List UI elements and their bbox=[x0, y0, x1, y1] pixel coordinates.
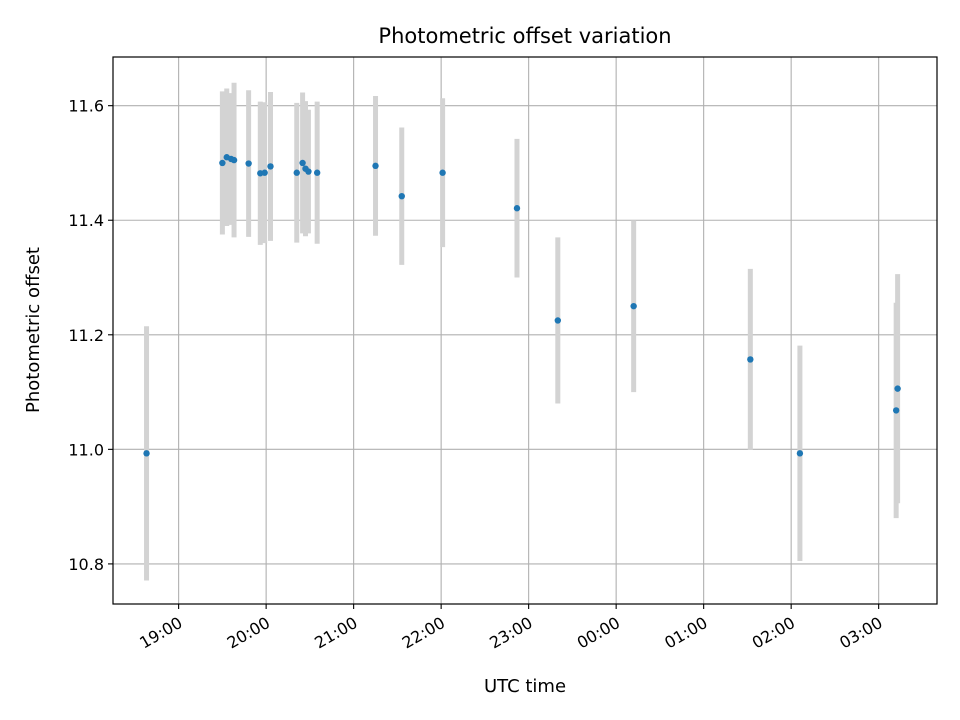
data-point bbox=[372, 162, 379, 170]
data-point bbox=[894, 385, 901, 392]
data-point bbox=[398, 192, 405, 200]
data-point bbox=[630, 302, 637, 310]
data-point bbox=[747, 356, 754, 363]
y-tick-label: 11.2 bbox=[68, 326, 104, 345]
data-points bbox=[143, 154, 901, 457]
data-point bbox=[293, 169, 300, 176]
y-tick-label: 11.6 bbox=[68, 97, 104, 116]
y-axis-ticks: 10.8 11.0 11.2 11.4 11.6 bbox=[68, 97, 113, 574]
data-point bbox=[299, 159, 306, 167]
data-point bbox=[261, 169, 268, 176]
data-point bbox=[267, 163, 274, 170]
data-point bbox=[554, 317, 562, 324]
data-point bbox=[513, 205, 521, 212]
data-point bbox=[219, 159, 226, 167]
data-point bbox=[892, 407, 900, 414]
x-axis-label: UTC time bbox=[484, 676, 566, 697]
y-axis-label: Photometric offset bbox=[23, 247, 44, 413]
plot-frame bbox=[112, 56, 938, 605]
data-point bbox=[143, 450, 150, 457]
data-point bbox=[305, 168, 312, 175]
y-tick-label: 11.0 bbox=[68, 440, 104, 459]
chart-title: Photometric offset variation bbox=[378, 24, 671, 48]
grid bbox=[113, 57, 937, 604]
data-point bbox=[796, 450, 804, 457]
data-point bbox=[230, 156, 238, 164]
data-point bbox=[245, 160, 252, 167]
y-tick-label: 11.4 bbox=[68, 211, 104, 230]
data-point bbox=[439, 169, 446, 176]
data-point bbox=[313, 169, 321, 176]
y-tick-label: 10.8 bbox=[68, 555, 104, 574]
